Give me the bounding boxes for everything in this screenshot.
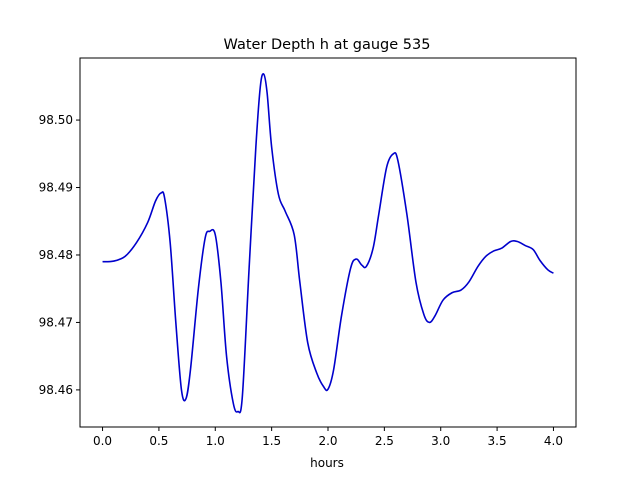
plot-frame <box>79 57 577 428</box>
y-tick-label: 98.50 <box>39 113 73 127</box>
x-tick-label: 2.5 <box>375 434 394 448</box>
plot-area <box>102 73 554 414</box>
series-line-0 <box>102 73 554 414</box>
x-tick-label: 3.0 <box>431 434 450 448</box>
x-tick-label: 0.5 <box>149 434 168 448</box>
y-tick-label: 98.47 <box>39 315 73 329</box>
x-tick-label: 4.0 <box>544 434 563 448</box>
x-tick-label: 1.0 <box>206 434 225 448</box>
y-tick-label: 98.48 <box>39 248 73 262</box>
y-tick-label: 98.46 <box>39 383 73 397</box>
x-axis-label: hours <box>310 456 344 470</box>
y-tick-label: 98.49 <box>39 181 73 195</box>
y-axis: 98.46 98.47 98.48 98.49 98.50 <box>39 113 80 397</box>
x-tick-label: 0.0 <box>93 434 112 448</box>
chart-title: Water Depth h at gauge 535 <box>224 37 431 53</box>
x-tick-label: 2.0 <box>318 434 337 448</box>
x-tick-label: 1.5 <box>262 434 281 448</box>
x-axis: 0.0 0.5 1.0 1.5 2.0 2.5 3.0 3.5 4.0 <box>93 427 563 448</box>
x-tick-label: 3.5 <box>488 434 507 448</box>
